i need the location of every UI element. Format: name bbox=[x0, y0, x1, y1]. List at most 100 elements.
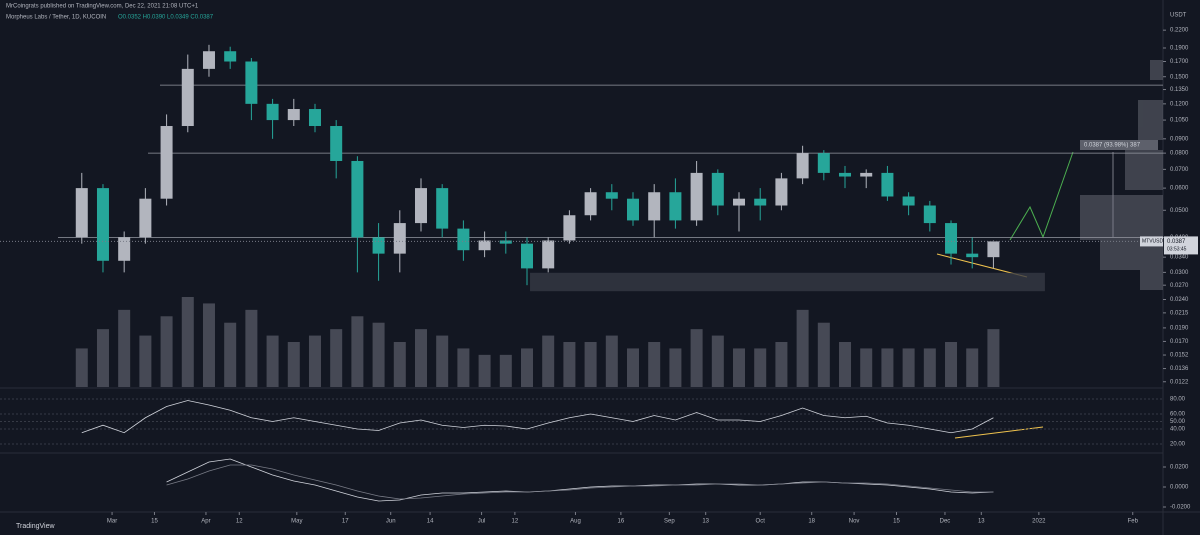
y-tick-label: 0.0170 bbox=[1170, 339, 1189, 345]
candle-body bbox=[202, 51, 215, 69]
candle-body bbox=[330, 126, 343, 161]
volume-bar bbox=[605, 335, 618, 387]
x-tick-label: Jun bbox=[386, 519, 396, 525]
y-tick-label: 0.1200 bbox=[1170, 101, 1189, 107]
x-tick-label: 16 bbox=[618, 519, 625, 525]
candle-body bbox=[563, 215, 576, 241]
candle-body bbox=[775, 178, 788, 206]
candle-body bbox=[457, 228, 470, 251]
volume-bar bbox=[414, 329, 427, 387]
candle-body bbox=[520, 243, 533, 269]
y-tick-label: 0.0215 bbox=[1170, 310, 1189, 316]
candle-body bbox=[75, 188, 88, 238]
x-tick-label: 18 bbox=[808, 519, 815, 525]
volume-bar bbox=[457, 348, 470, 387]
support-zone bbox=[530, 272, 1045, 292]
x-tick-label: Mar bbox=[107, 519, 117, 525]
candle-body bbox=[224, 51, 237, 62]
volume-bar bbox=[563, 342, 576, 387]
volume-bar bbox=[881, 348, 894, 387]
candle-body bbox=[584, 192, 597, 216]
candle-body bbox=[690, 172, 703, 221]
x-tick-label: 13 bbox=[978, 519, 985, 525]
volume-bar bbox=[436, 335, 449, 387]
volume-bar bbox=[520, 348, 533, 387]
candle-body bbox=[96, 188, 109, 261]
volume-bar bbox=[393, 342, 406, 387]
volume-profile bbox=[1080, 60, 1163, 290]
countdown: 03:53:45 bbox=[1167, 247, 1187, 253]
x-tick-label: 15 bbox=[151, 519, 158, 525]
volume-bar bbox=[330, 329, 343, 387]
y-tick-label: 0.0136 bbox=[1170, 366, 1189, 372]
candle-body bbox=[118, 237, 131, 261]
volume-bar bbox=[75, 348, 88, 387]
x-tick-label: 2022 bbox=[1032, 519, 1046, 525]
last-price-label: 0.0387 bbox=[1167, 239, 1186, 245]
last-price-name: MTVUSDT bbox=[1142, 239, 1166, 245]
volume-bar bbox=[648, 342, 661, 387]
candle-body bbox=[966, 253, 979, 258]
x-tick-label: Sep bbox=[664, 519, 675, 525]
volume-bar bbox=[542, 335, 555, 387]
candle-body bbox=[648, 192, 661, 221]
macd-line bbox=[166, 458, 994, 502]
candle-body bbox=[669, 192, 682, 221]
x-tick-label: May bbox=[291, 519, 302, 525]
volume-bar bbox=[669, 348, 682, 387]
volume-bar bbox=[754, 348, 767, 387]
candle-body bbox=[945, 223, 958, 254]
volume-bar bbox=[139, 335, 152, 387]
candle-body bbox=[817, 153, 830, 173]
candle-body bbox=[542, 240, 555, 269]
candle-body bbox=[881, 172, 894, 197]
rsi-tick-label: 50.00 bbox=[1170, 419, 1186, 425]
volume-bar bbox=[775, 342, 788, 387]
volume-bar bbox=[966, 348, 979, 387]
candle-body bbox=[393, 223, 406, 254]
y-tick-label: 0.0800 bbox=[1170, 151, 1189, 157]
volume-bar bbox=[160, 316, 173, 387]
candle-body bbox=[414, 188, 427, 224]
volume-bar bbox=[224, 322, 237, 387]
rsi-tick-label: 40.00 bbox=[1170, 427, 1186, 433]
candle-body bbox=[160, 126, 173, 199]
volume-bar bbox=[308, 335, 321, 387]
macd-tick-label: 0.0000 bbox=[1170, 485, 1189, 491]
volume-bar bbox=[945, 342, 958, 387]
volume-bar bbox=[817, 322, 830, 387]
x-tick-label: 15 bbox=[893, 519, 900, 525]
candle-body bbox=[711, 172, 724, 206]
x-tick-label: Nov bbox=[849, 519, 860, 525]
candle-body bbox=[139, 198, 152, 238]
x-tick-label: 14 bbox=[427, 519, 434, 525]
volume-bar bbox=[351, 316, 364, 387]
y-tick-label: 0.0190 bbox=[1170, 325, 1189, 331]
candle-body bbox=[733, 198, 746, 206]
rsi-tick-label: 60.00 bbox=[1170, 412, 1186, 418]
x-tick-label: Aug bbox=[570, 519, 581, 525]
y-tick-label: 0.1700 bbox=[1170, 59, 1189, 65]
last-price-tag bbox=[1140, 236, 1163, 247]
x-tick-label: Feb bbox=[1128, 519, 1139, 525]
currency: USDT bbox=[1170, 13, 1187, 19]
candle-body bbox=[796, 153, 809, 179]
candle-body bbox=[902, 196, 915, 206]
candle-body bbox=[287, 109, 300, 121]
volume-bar bbox=[733, 348, 746, 387]
projection bbox=[1009, 151, 1074, 241]
volume-bar bbox=[839, 342, 852, 387]
volume-bar bbox=[499, 354, 512, 387]
volume-bar bbox=[118, 309, 131, 387]
rsi-line bbox=[81, 400, 994, 434]
candle-body bbox=[499, 240, 512, 244]
y-tick-label: 0.0340 bbox=[1170, 255, 1189, 261]
measure-label: 0.0387 (93.98%) 387 bbox=[1084, 143, 1141, 149]
candle-body bbox=[605, 192, 618, 199]
macd-tick-label: -0.0200 bbox=[1170, 505, 1191, 511]
y-tick-label: 0.0152 bbox=[1170, 353, 1189, 359]
y-tick-label: 0.0600 bbox=[1170, 186, 1189, 192]
x-tick-label: 12 bbox=[236, 519, 243, 525]
volume-bar bbox=[711, 335, 724, 387]
